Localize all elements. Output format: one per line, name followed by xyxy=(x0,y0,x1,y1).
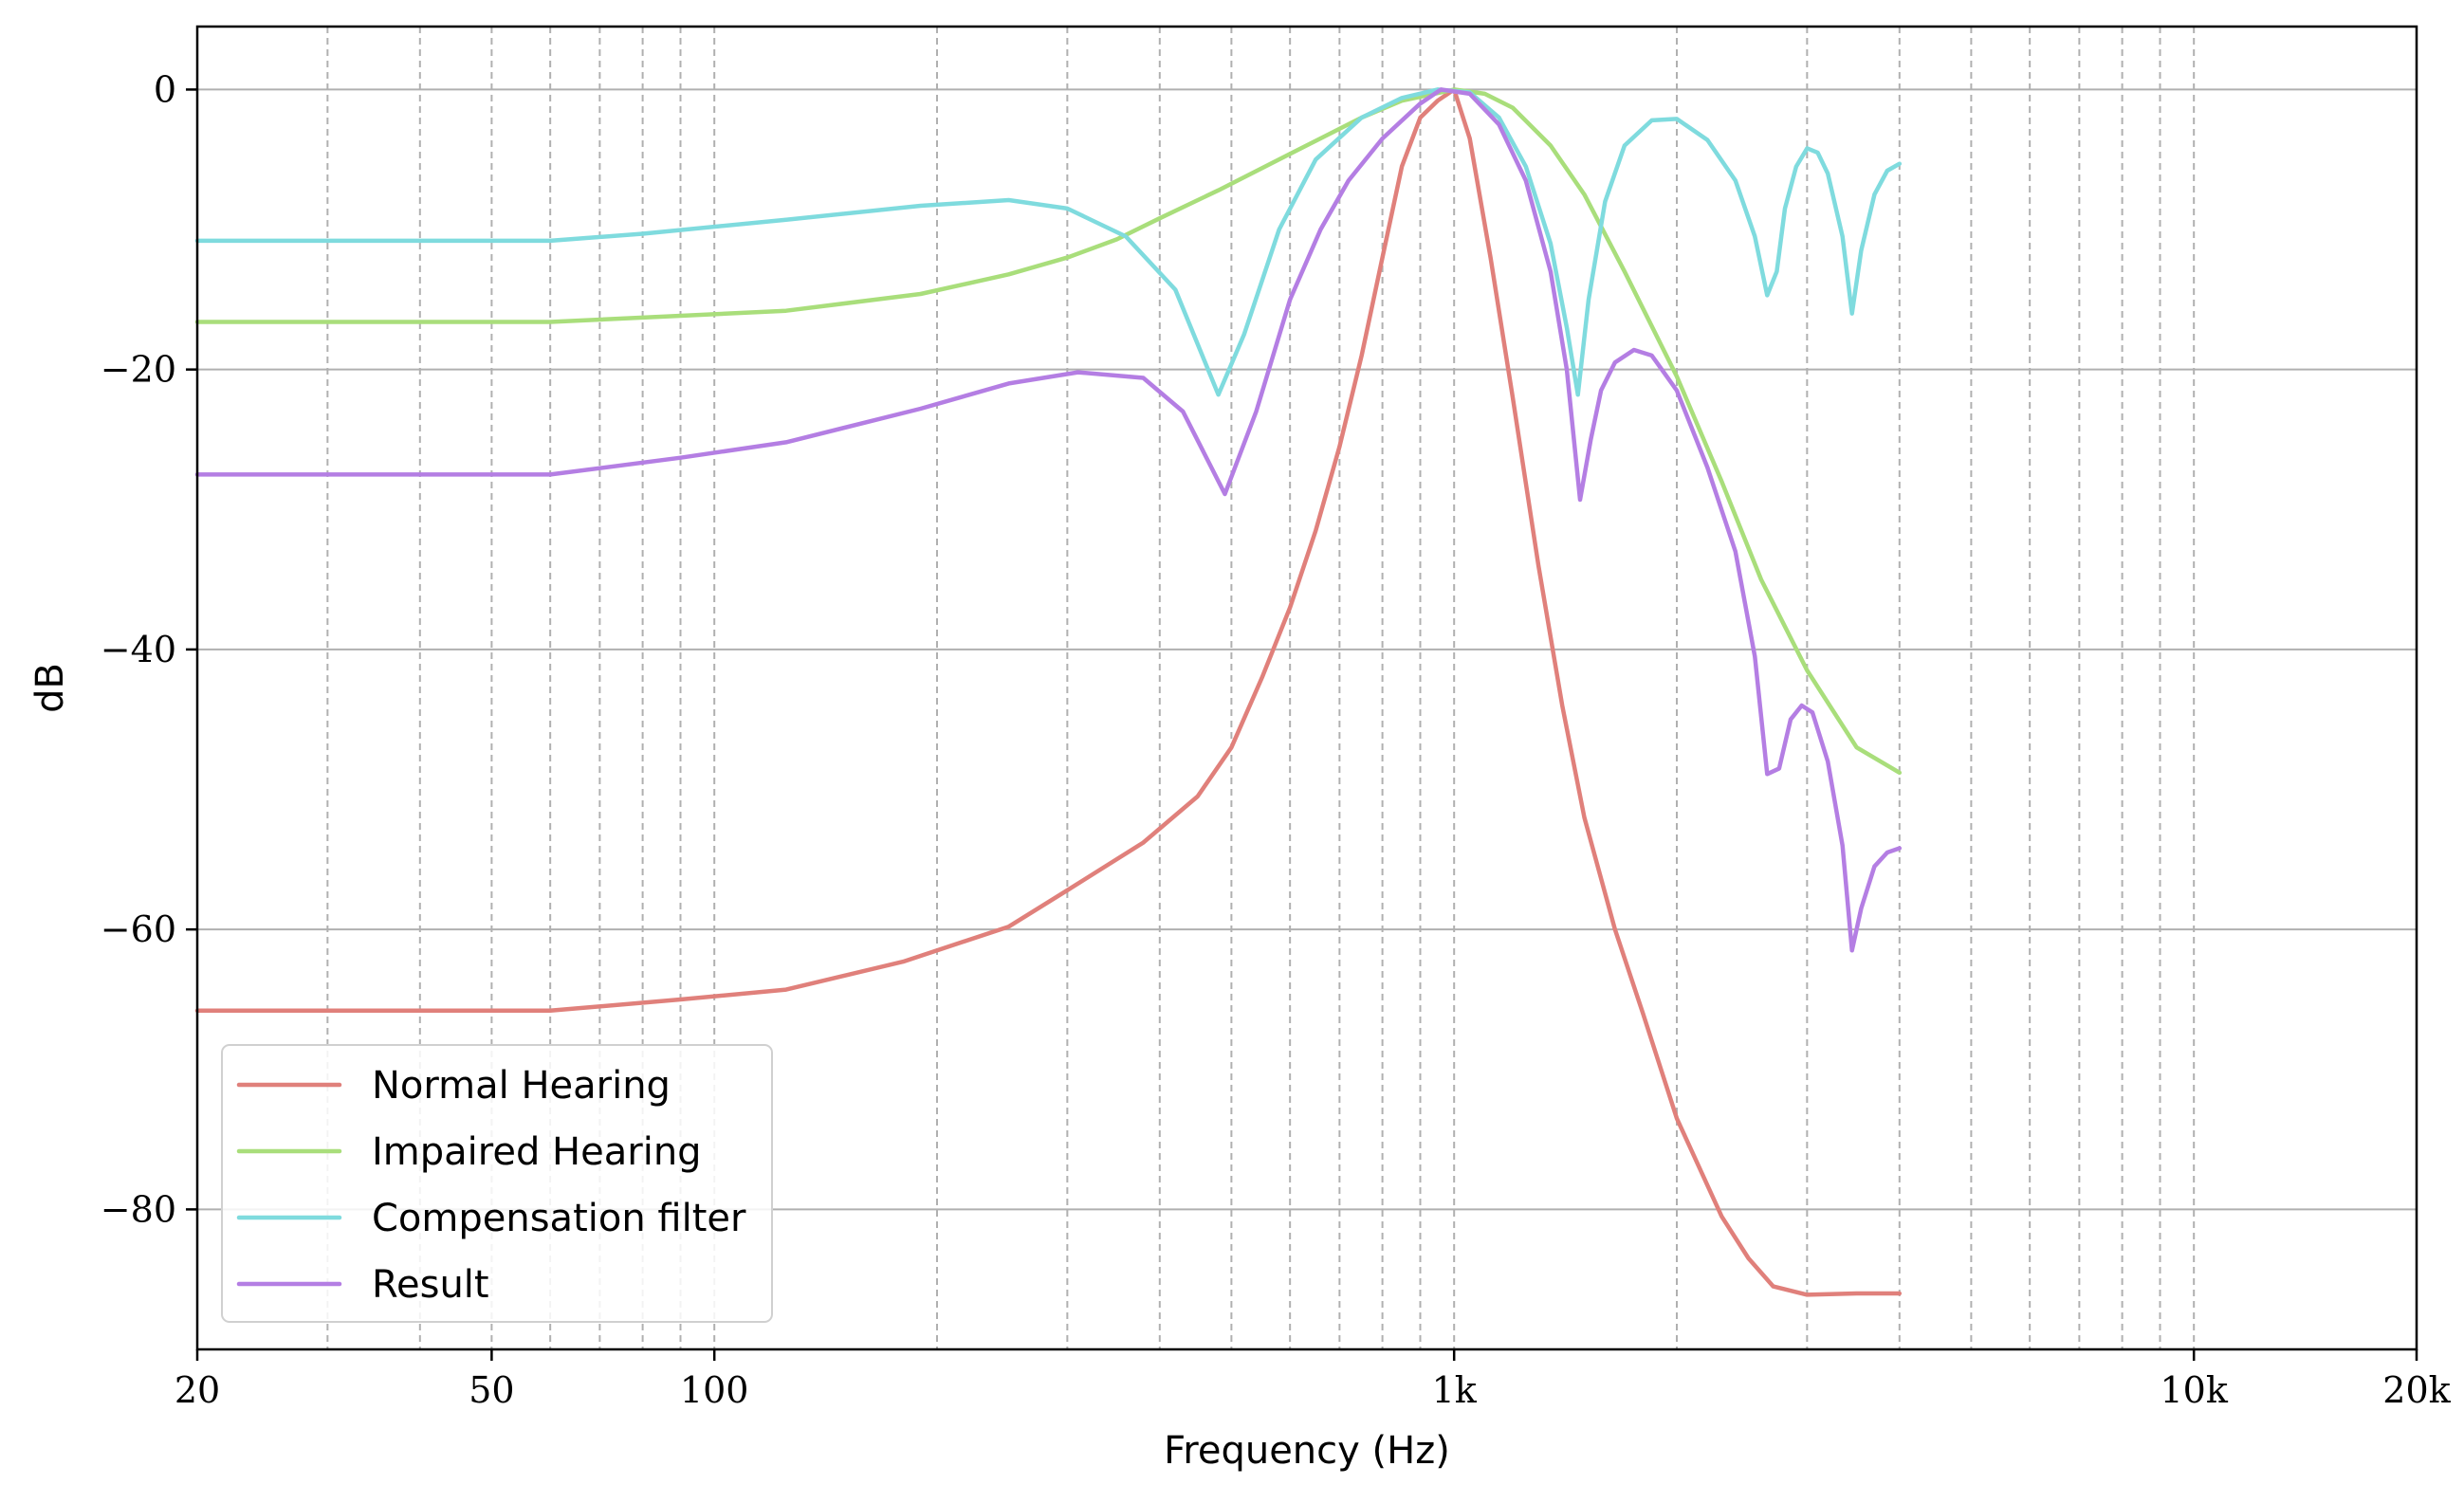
y-tick-label: −40 xyxy=(101,629,176,670)
y-tick-label: −80 xyxy=(101,1188,176,1230)
y-axis-label: dB xyxy=(28,663,72,713)
x-axis-label: Frequency (Hz) xyxy=(1164,1429,1450,1473)
x-tick-label: 50 xyxy=(469,1369,514,1411)
x-tick-label: 20 xyxy=(175,1369,220,1411)
series-line-normal-hearing xyxy=(194,87,1903,1297)
series-line-compensation-filter xyxy=(194,87,1903,397)
legend-box xyxy=(221,1044,773,1323)
y-tick-label: 0 xyxy=(154,68,176,110)
legend-label: Compensation filter xyxy=(372,1197,746,1240)
plot-frame xyxy=(195,25,2418,1351)
legend-label: Normal Hearing xyxy=(372,1064,671,1108)
x-tick-label: 100 xyxy=(680,1369,749,1411)
legend: Normal Hearing Impaired Hearing Compensati… xyxy=(221,1044,773,1323)
x-tick-label: 10k xyxy=(2161,1369,2229,1411)
legend-label: Impaired Hearing xyxy=(372,1130,702,1174)
y-tick-label: −20 xyxy=(101,349,176,391)
series-layer xyxy=(194,87,1903,1297)
series-line-impaired-hearing xyxy=(194,87,1903,776)
x-tick-label: 1k xyxy=(1432,1369,1478,1411)
ticks-layer: 20 50 100 1k 10k 20k 0 −20 −40 −60 −80 xyxy=(101,68,2452,1411)
y-tick-label: −60 xyxy=(101,908,176,950)
series-line-result xyxy=(194,87,1903,953)
x-tick-label: 20k xyxy=(2382,1369,2451,1411)
legend-label: Result xyxy=(372,1263,489,1307)
